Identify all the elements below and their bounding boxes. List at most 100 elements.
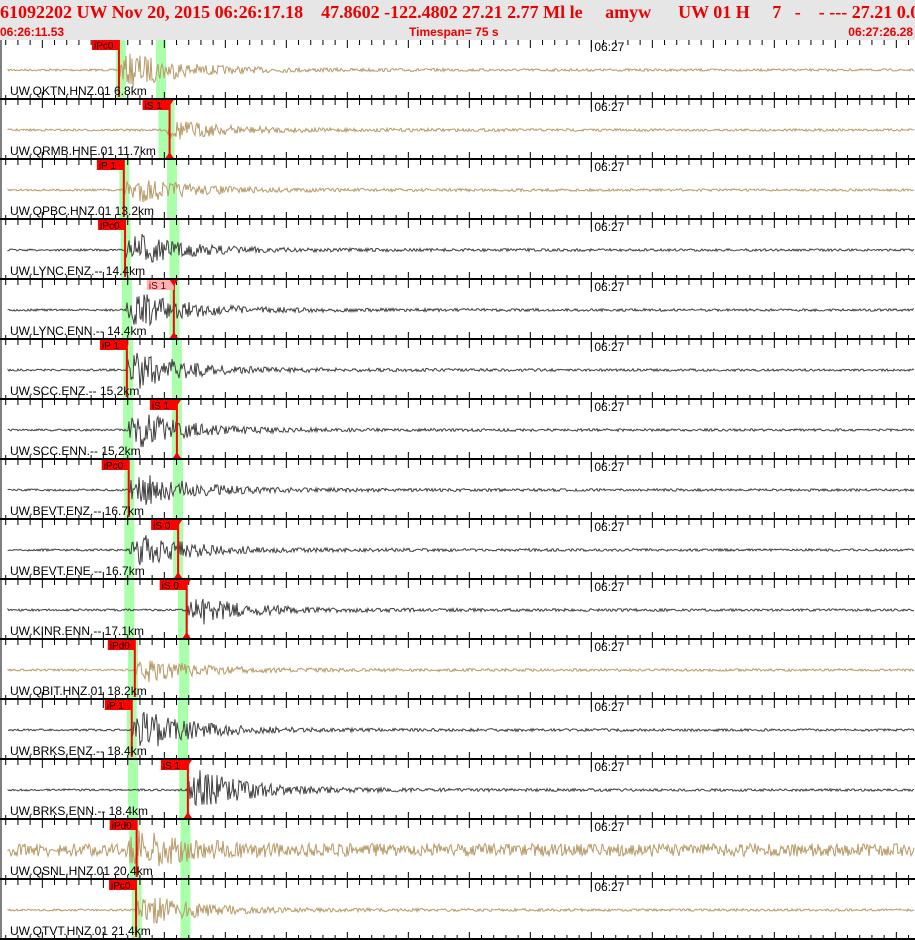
minute-label: 06:27 <box>594 100 624 114</box>
channel-label: UW.BEVT.ENE.-- 16.7km <box>10 564 145 578</box>
pick-label: iS 1 <box>163 761 181 772</box>
pick-label: iS 0 <box>153 521 171 532</box>
pick-arrow-icon <box>174 572 183 578</box>
p-window-band <box>129 820 140 880</box>
waveform <box>7 180 915 203</box>
waveform <box>7 352 915 389</box>
pick-flag[interactable] <box>99 340 127 350</box>
trace-panel[interactable]: 06:27 iP 1 UW.BRKS.ENZ.-- 18.4km <box>0 700 915 760</box>
pick-flag[interactable] <box>91 40 119 50</box>
minute-label: 06:27 <box>594 220 624 234</box>
start-time: 06:26:11.53 <box>0 25 65 39</box>
pick-label: iP 1 <box>107 701 124 712</box>
channel-label: UW.BEVT.ENZ.-- 16.7km <box>10 504 144 518</box>
pick-label: iPc0 <box>94 41 114 52</box>
pick-flag[interactable] <box>96 160 124 170</box>
channel-label: UW.QKTN.HNZ.01 6.8km <box>10 84 147 98</box>
pick-flag[interactable] <box>109 820 137 830</box>
timespan: Timespan= 75 s <box>409 25 499 39</box>
waveform-panels[interactable]: 06:27 iPc0 UW.QKTN.HNZ.01 6.8km 06:27 iS 1 UW… <box>0 40 915 940</box>
pick-label: iS 0 <box>162 581 180 592</box>
channel-label: UW.QPBC.HNZ.01 13.2km <box>10 204 154 218</box>
waveform <box>7 414 915 448</box>
pick-flag[interactable] <box>159 580 187 590</box>
trace-panel[interactable]: 06:27 iS 0 UW.BEVT.ENE.-- 16.7km <box>0 520 915 580</box>
waveform <box>7 233 915 263</box>
pick-flag[interactable] <box>109 880 137 890</box>
pick-flag[interactable] <box>160 760 188 770</box>
p-window-band <box>121 280 132 340</box>
s-window-band <box>179 640 190 700</box>
pick-flag[interactable] <box>107 640 135 650</box>
pick-flag[interactable] <box>98 220 126 230</box>
pick-arrow-icon <box>165 152 174 158</box>
pick-arrow-icon <box>172 452 181 458</box>
pick-flag[interactable] <box>146 280 174 290</box>
pick-arrow-icon <box>183 760 192 766</box>
minute-label: 06:27 <box>594 520 624 534</box>
channel-label: UW.QSNL.HNZ.01 20.4km <box>10 864 153 878</box>
trace-panel[interactable]: 06:27 iPc0 UW.QKTN.HNZ.01 6.8km <box>0 40 915 100</box>
trace-panel[interactable]: 06:27 iS 1 UW.SCC.ENN.-- 15.2km <box>0 400 915 460</box>
waveform <box>7 475 915 505</box>
pick-label: iP 1 <box>102 341 119 352</box>
waveform <box>7 830 915 867</box>
pick-arrow-icon <box>169 332 178 338</box>
trace-panel[interactable]: 06:27 iPc0 UW.QTVT.HNZ.01 21.4km <box>0 880 915 940</box>
pick-flag[interactable] <box>101 460 129 470</box>
pick-label: iPc0 <box>104 461 124 472</box>
pick-flag[interactable] <box>151 520 179 530</box>
trace-panel[interactable]: 06:27 iPd0 UW.QSNL.HNZ.01 20.4km <box>0 820 915 880</box>
s-window-band <box>173 460 184 520</box>
pick-arrow-icon <box>183 812 192 818</box>
minute-label: 06:27 <box>594 460 624 474</box>
pick-arrow-icon <box>169 280 178 286</box>
channel-label: UW.SCC.ENN.-- 15.2km <box>10 444 141 458</box>
trace-panel[interactable]: 06:27 iS 1 UW.BRKS.ENN.-- 18.4km <box>0 760 915 820</box>
p-window-band <box>124 580 135 640</box>
minute-label: 06:27 <box>594 760 624 774</box>
waveform <box>7 535 915 566</box>
pick-label: iPd0 <box>110 641 130 652</box>
trace-panel[interactable]: 06:27 iP 1 UW.QPBC.HNZ.01 13.2km <box>0 160 915 220</box>
trace-panel[interactable]: 06:27 iS 0 UW.KINR.ENN.-- 17.1km <box>0 580 915 640</box>
pick-label: iPc0 <box>111 881 131 892</box>
waveform <box>7 770 915 807</box>
minute-label: 06:27 <box>594 580 624 594</box>
pick-flag[interactable] <box>104 700 132 710</box>
waveform <box>7 598 915 625</box>
minute-label: 06:27 <box>594 880 624 894</box>
s-window-band <box>180 880 191 940</box>
channel-label: UW.LYNC.ENN.-- 14.4km <box>10 324 146 338</box>
minute-label: 06:27 <box>594 340 624 354</box>
trace-panel[interactable]: 06:27 iS 1 UW.QRMB.HNE.01 11.7km <box>0 100 915 160</box>
minute-label: 06:27 <box>594 700 624 714</box>
pick-arrow-icon <box>182 580 191 586</box>
trace-panel[interactable]: 06:27 iP 1 UW.SCC.ENZ.-- 15.2km <box>0 340 915 400</box>
minute-label: 06:27 <box>594 640 624 654</box>
pick-label: iPd0 <box>112 821 132 832</box>
minute-label: 06:27 <box>594 820 624 834</box>
channel-label: UW.QRMB.HNE.01 11.7km <box>10 144 156 158</box>
pick-arrow-icon <box>172 400 181 406</box>
trace-panel[interactable]: 06:27 iPd0 UW.QBIT.HNZ.01 18.2km <box>0 640 915 700</box>
s-window-band <box>167 160 178 220</box>
trace-panel[interactable]: 06:27 iPc0 UW.BEVT.ENZ.-- 16.7km <box>0 460 915 520</box>
s-window-band <box>179 760 190 820</box>
waveform <box>7 897 915 924</box>
waveform <box>7 294 914 327</box>
pick-label: iS 1 <box>149 281 167 292</box>
trace-panel[interactable]: 06:27 iPc0 UW.LYNC.ENZ.-- 14.4km <box>0 220 915 280</box>
minute-label: 06:27 <box>594 400 624 414</box>
channel-label: UW.QBIT.HNZ.01 18.2km <box>10 684 147 698</box>
waveform <box>7 660 915 683</box>
channel-label: UW.KINR.ENN.-- 17.1km <box>10 624 144 638</box>
trace-panel[interactable]: 06:27 iS 1 UW.LYNC.ENN.-- 14.4km <box>0 280 915 340</box>
minute-label: 06:27 <box>594 40 624 54</box>
pick-label: iPc0 <box>100 221 120 232</box>
pick-flag[interactable] <box>149 400 177 410</box>
minute-label: 06:27 <box>594 160 624 174</box>
channel-label: UW.LYNC.ENZ.-- 14.4km <box>10 264 145 278</box>
pick-flag[interactable] <box>142 100 170 110</box>
p-window-band <box>123 340 134 400</box>
